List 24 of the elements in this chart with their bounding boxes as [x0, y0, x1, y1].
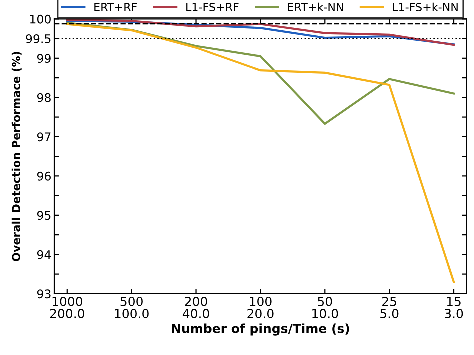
x-tick-label: 500 100.0 — [115, 296, 149, 318]
y-tick-label: 99.5 — [26, 34, 51, 44]
y-tick-label: 100 — [30, 14, 51, 24]
y-tick-label: 96 — [37, 172, 51, 181]
x-tick-label: 25 5.0 — [380, 296, 399, 318]
y-axis-title: Overall Detection Performace (%) — [12, 52, 22, 262]
y-tick-label: 93 — [37, 290, 51, 299]
legend-label: L1-FS+RF — [186, 3, 239, 12]
y-tick-label: 99 — [37, 54, 51, 64]
x-tick-label: 50 10.0 — [312, 296, 338, 318]
y-tick-label: 98 — [37, 93, 51, 102]
legend-label: ERT+RF — [94, 3, 138, 12]
line-series — [66, 22, 456, 126]
x-tick-label: 100 20.0 — [248, 296, 274, 318]
legend-label: ERT+k-NN — [288, 2, 344, 12]
x-tick-label: 200 40.0 — [182, 296, 210, 318]
y-tick-label: 95 — [37, 211, 51, 220]
y-tick-label: 94 — [37, 250, 52, 260]
x-tick-label: 15 3.0 — [445, 297, 464, 318]
y-tick-label: 97 — [37, 132, 51, 142]
line-series — [66, 23, 456, 284]
legend-label: L1-FS+k-NN — [393, 2, 458, 12]
x-axis-title: Number of pings/Time (s) — [172, 324, 350, 336]
x-tick-label: 1000 200.0 — [50, 296, 84, 318]
